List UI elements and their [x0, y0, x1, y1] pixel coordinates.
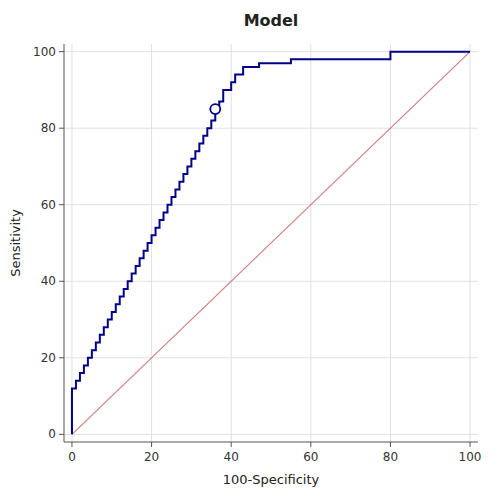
tick-mark [59, 281, 64, 282]
grid-line [231, 44, 232, 442]
tick-label: 80 [41, 121, 56, 135]
grid-line [64, 128, 478, 129]
tick-mark [71, 442, 72, 447]
grid-line [310, 44, 311, 442]
tick-mark [59, 128, 64, 129]
grid-line [470, 44, 471, 442]
step-line [72, 52, 470, 435]
tick-mark [59, 357, 64, 358]
grid-line [71, 44, 72, 442]
grid-line [64, 434, 478, 435]
x-axis-line [64, 442, 478, 443]
grid-line [64, 281, 478, 282]
tick-label: 80 [383, 450, 398, 464]
tick-mark [59, 434, 64, 435]
tick-label: 40 [41, 274, 56, 288]
plot-area [72, 52, 470, 435]
tick-mark [390, 442, 391, 447]
y-axis-line [64, 44, 65, 442]
tick-label: 0 [68, 450, 76, 464]
tick-label: 100 [459, 450, 482, 464]
tick-mark [310, 442, 311, 447]
tick-label: 40 [224, 450, 239, 464]
chart: 0 20 40 60 80 100 0 20 40 60 80 100 Model 100-Specifi… [0, 0, 500, 500]
tick-mark [470, 442, 471, 447]
tick-mark [59, 51, 64, 52]
ticks: 0 20 40 60 80 100 0 20 40 60 80 100 [33, 45, 481, 464]
grid [64, 44, 478, 442]
tick-mark [151, 442, 152, 447]
tick-label: 20 [41, 351, 56, 365]
x-axis-label: 100-Specificity [223, 472, 320, 487]
y-axis-label: Sensitivity [8, 209, 23, 277]
point [210, 104, 220, 114]
title: Model [244, 11, 299, 30]
grid-line [390, 44, 391, 442]
tick-label: 100 [33, 45, 56, 59]
tick-label: 60 [41, 198, 56, 212]
line [72, 52, 470, 435]
grid-line [64, 204, 478, 205]
tick-label: 0 [48, 427, 56, 441]
tick-mark [59, 204, 64, 205]
grid-line [64, 357, 478, 358]
tick-label: 20 [144, 450, 159, 464]
tick-label: 60 [303, 450, 318, 464]
tick-mark [231, 442, 232, 447]
